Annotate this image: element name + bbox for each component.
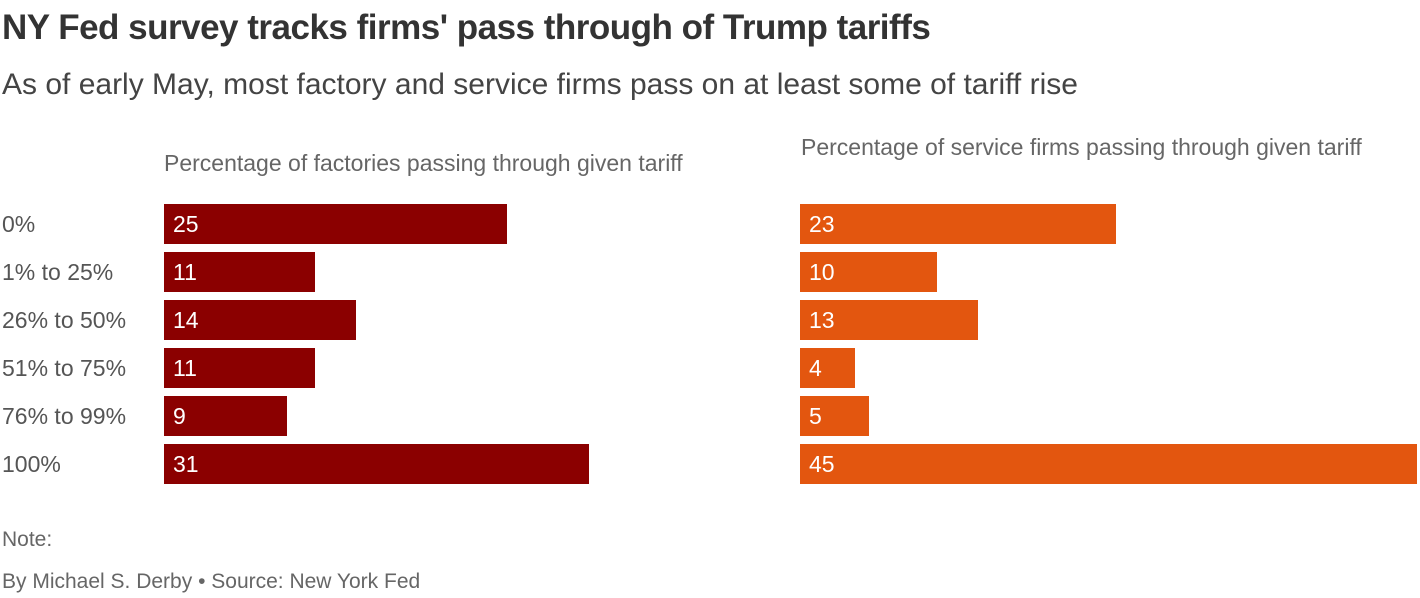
services-value-label: 5 — [809, 403, 822, 429]
factories-bar — [164, 252, 315, 292]
factories-bar — [164, 300, 357, 340]
category-label: 76% to 99% — [2, 403, 127, 429]
services-bar — [800, 204, 1116, 244]
services-bar — [800, 396, 869, 436]
services-bar — [800, 300, 979, 340]
category-label: 100% — [2, 451, 61, 477]
services-value-label: 23 — [809, 211, 835, 237]
byline: By Michael S. Derby • Source: New York F… — [2, 570, 421, 593]
category-label: 0% — [2, 211, 36, 237]
factories-panel-title: Percentage of factories passing through … — [164, 150, 683, 176]
factories-value-label: 14 — [173, 307, 199, 333]
services-value-label: 45 — [809, 451, 835, 477]
note: Note: — [2, 528, 53, 551]
services-bar — [800, 444, 1418, 484]
factories-bar — [164, 348, 315, 388]
services-panel-title: Percentage of service firms passing thro… — [801, 134, 1362, 160]
factories-bar — [164, 396, 288, 436]
factories-bar — [164, 204, 507, 244]
factories-bar — [164, 444, 590, 484]
factories-value-label: 25 — [173, 211, 199, 237]
chart-subtitle: As of early May, most factory and servic… — [2, 68, 1078, 101]
services-bar — [800, 348, 855, 388]
chart-title: NY Fed survey tracks firms' pass through… — [2, 8, 931, 47]
factories-value-label: 9 — [173, 403, 186, 429]
services-value-label: 13 — [809, 307, 835, 333]
category-label: 26% to 50% — [2, 307, 127, 333]
services-value-label: 10 — [809, 259, 835, 285]
services-bar — [800, 252, 938, 292]
factories-value-label: 11 — [173, 259, 197, 285]
factories-value-label: 31 — [173, 451, 199, 477]
category-label: 51% to 75% — [2, 355, 127, 381]
services-value-label: 4 — [809, 355, 822, 381]
category-label: 1% to 25% — [2, 259, 114, 285]
factories-value-label: 11 — [173, 355, 197, 381]
